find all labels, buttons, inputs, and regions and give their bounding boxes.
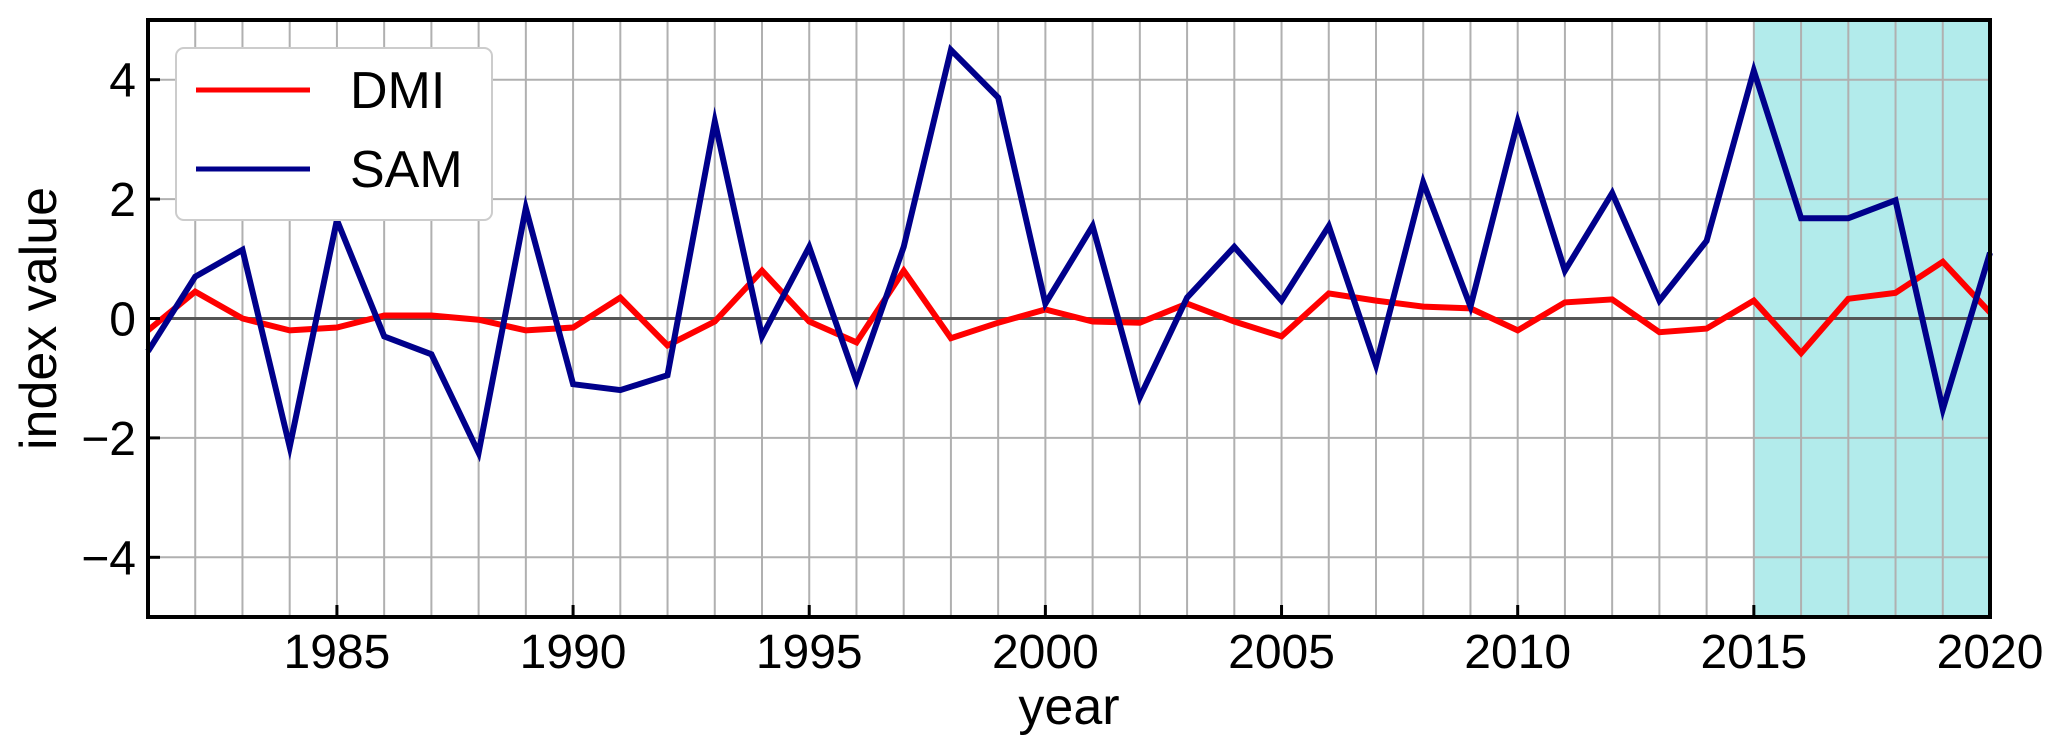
y-tick-label: −4 (81, 532, 136, 585)
x-tick-label: 2020 (1937, 626, 2044, 679)
y-tick-label: 2 (109, 174, 136, 227)
x-tick-label: 2010 (1464, 626, 1571, 679)
series-layer (145, 43, 1993, 463)
x-tick-label: 1995 (756, 626, 863, 679)
tick-mark-layer (148, 78, 1992, 617)
series-line-sam (145, 43, 1993, 463)
y-tick-label: −2 (81, 413, 136, 466)
y-axis-title: index value (10, 187, 68, 450)
x-tick-label: 2005 (1228, 626, 1335, 679)
x-tick-label: 2000 (992, 626, 1099, 679)
legend-label-dmi: DMI (350, 62, 445, 120)
y-tick-label: 4 (109, 55, 136, 108)
x-tick-label: 2015 (1700, 626, 1807, 679)
x-axis-title: year (1018, 678, 1119, 736)
legend-label-sam: SAM (350, 141, 463, 199)
x-tick-labels: 1985 1990 1995 2000 2005 2010 2015 2020 (284, 626, 2044, 679)
x-tick-label: 1985 (284, 626, 391, 679)
y-tick-label: 0 (109, 294, 136, 347)
series-line-dmi (146, 257, 1993, 358)
legend: DMI SAM (175, 47, 493, 221)
x-tick-label: 1990 (520, 626, 627, 679)
y-tick-labels: −4 −2 0 2 4 (81, 55, 136, 586)
